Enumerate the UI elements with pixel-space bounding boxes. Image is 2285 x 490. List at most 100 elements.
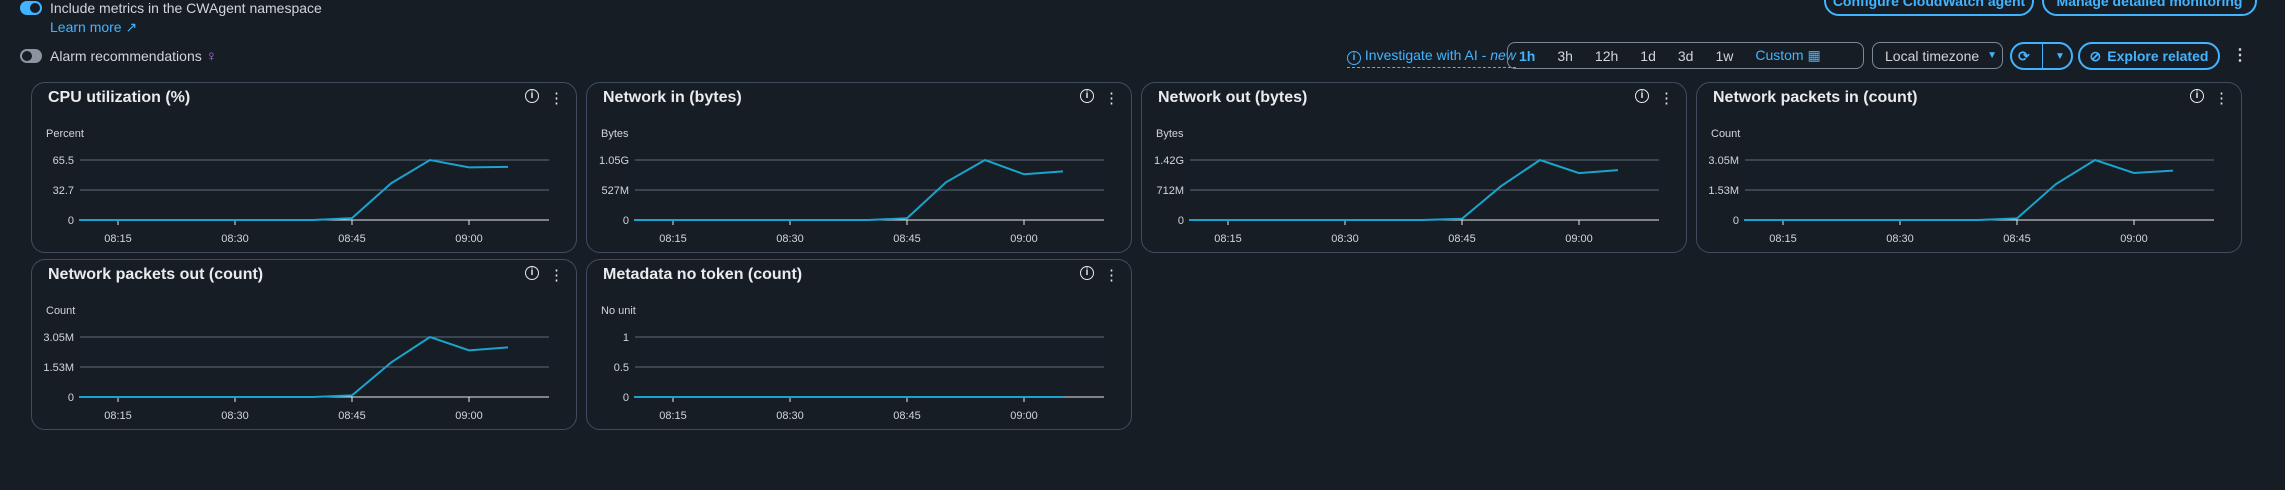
x-tick-label: 09:00 xyxy=(1565,233,1593,245)
widget-menu-icon[interactable]: ⋮ xyxy=(1659,90,1674,107)
x-tick-label: 08:30 xyxy=(221,233,249,245)
y-axis-unit: Count xyxy=(46,305,76,317)
range-custom[interactable]: Custom ▦ xyxy=(1744,47,1831,64)
investigate-text: Investigate with AI - xyxy=(1364,47,1491,63)
series-line xyxy=(634,158,1064,221)
y-tick-label: 527M xyxy=(601,185,629,197)
y-tick-label: 1.53M xyxy=(1708,185,1739,197)
x-tick-label: 08:30 xyxy=(1886,233,1914,245)
y-tick-label: 3.05M xyxy=(1708,155,1739,167)
manage-detailed-monitoring-button[interactable]: Manage detailed monitoring xyxy=(2042,0,2257,16)
x-tick-label: 08:15 xyxy=(1214,233,1242,245)
range-3h[interactable]: 3h xyxy=(1557,47,1573,64)
more-options-icon[interactable]: ⋮ xyxy=(2232,47,2248,64)
info-icon[interactable]: i xyxy=(1080,89,1094,103)
x-tick-label: 08:45 xyxy=(2003,233,2031,245)
investigate-ai-link[interactable]: i Investigate with AI - new xyxy=(1347,47,1516,68)
range-12h[interactable]: 12h xyxy=(1594,47,1619,64)
line-chart: 0 1.53M 3.05M 08:15 08:30 08:45 09:00 xyxy=(1708,155,2214,245)
lightbulb-icon: ♀ xyxy=(205,47,217,65)
metric-widget: Network packets out (count) i ⋮ Count 0 1.5… xyxy=(31,259,577,430)
range-1h[interactable]: 1h xyxy=(1519,47,1536,64)
x-tick-label: 08:15 xyxy=(659,410,687,422)
series-line xyxy=(79,158,509,221)
line-chart: 0 712M 1.42G 08:15 08:30 08:45 09:00 xyxy=(1154,155,1659,245)
series-line xyxy=(1744,158,2174,221)
x-tick-label: 09:00 xyxy=(2120,233,2148,245)
x-tick-label: 08:30 xyxy=(1331,233,1359,245)
range-1w[interactable]: 1w xyxy=(1715,47,1734,64)
y-axis-unit: Bytes xyxy=(601,128,629,140)
metric-widget: Network packets in (count) i ⋮ Count 0 1.53… xyxy=(1696,82,2242,253)
y-tick-label: 712M xyxy=(1156,185,1184,197)
y-axis-unit: Count xyxy=(1711,128,1741,140)
x-tick-label: 09:00 xyxy=(1010,233,1038,245)
custom-text: Custom xyxy=(1755,47,1804,63)
widget-title: Network packets out (count) xyxy=(48,266,264,283)
learn-more-text: Learn more xyxy=(50,19,122,35)
x-tick-label: 08:45 xyxy=(893,233,921,245)
refresh-button-group: ⟳ ▼ xyxy=(2010,42,2073,70)
metric-widget: Metadata no token (count) i ⋮ No unit 0 0.5… xyxy=(586,259,1132,430)
widget-title: CPU utilization (%) xyxy=(48,89,191,106)
time-range-selector: 1h 3h 12h 1d 3d 1w Custom ▦ xyxy=(1507,42,1864,69)
series-line xyxy=(1189,158,1619,221)
timezone-select[interactable]: Local timezone ▼ xyxy=(1872,42,2003,69)
series-line xyxy=(79,335,509,398)
y-tick-label: 1.05G xyxy=(599,155,629,167)
line-chart: 0 32.7 65.5 08:15 08:30 08:45 09:00 xyxy=(53,155,549,245)
range-3d[interactable]: 3d xyxy=(1677,47,1694,64)
info-icon[interactable]: i xyxy=(1080,266,1094,280)
external-link-icon: ↗ xyxy=(125,19,138,35)
line-chart: 0 0.5 1 08:15 08:30 08:45 09:00 xyxy=(614,332,1104,422)
cwagent-namespace-toggle[interactable] xyxy=(20,1,42,15)
x-tick-label: 08:15 xyxy=(1769,233,1797,245)
y-tick-label: 0 xyxy=(68,392,74,404)
y-axis-unit: Bytes xyxy=(1156,128,1184,140)
widget-menu-icon[interactable]: ⋮ xyxy=(1104,267,1119,284)
explore-text: Explore related xyxy=(2107,48,2209,64)
namespace-label: Include metrics in the CWAgent namespace xyxy=(50,0,322,16)
info-icon[interactable]: i xyxy=(525,89,539,103)
x-tick-label: 08:30 xyxy=(776,233,804,245)
info-icon: i xyxy=(1347,51,1361,65)
alarm-recommendations-label: Alarm recommendations xyxy=(50,48,202,64)
y-axis-unit: No unit xyxy=(601,305,636,317)
explore-related-button[interactable]: ⊘ Explore related xyxy=(2078,42,2220,70)
namespace-row: Include metrics in the CWAgent namespace xyxy=(20,0,322,16)
x-tick-label: 09:00 xyxy=(455,410,483,422)
line-chart: 0 1.53M 3.05M 08:15 08:30 08:45 09:00 xyxy=(43,332,549,422)
widget-menu-icon[interactable]: ⋮ xyxy=(2214,90,2229,107)
caret-down-icon: ▼ xyxy=(1987,50,1998,61)
divider xyxy=(2041,43,2043,69)
metric-widget: CPU utilization (%) i ⋮ Percent 0 32.7 65.5 0… xyxy=(31,82,577,253)
range-1d[interactable]: 1d xyxy=(1640,47,1656,64)
widget-menu-icon[interactable]: ⋮ xyxy=(549,267,564,284)
info-icon[interactable]: i xyxy=(2190,89,2204,103)
x-tick-label: 08:45 xyxy=(893,410,921,422)
y-tick-label: 0.5 xyxy=(614,362,629,374)
x-tick-label: 08:15 xyxy=(659,233,687,245)
compass-icon: ⊘ xyxy=(2089,47,2102,64)
widget-title: Metadata no token (count) xyxy=(603,266,803,283)
x-tick-label: 08:30 xyxy=(221,410,249,422)
y-tick-label: 0 xyxy=(68,215,74,227)
y-tick-label: 32.7 xyxy=(53,185,74,197)
metric-widget: Network out (bytes) i ⋮ Bytes 0 712M 1.42G 08… xyxy=(1141,82,1687,253)
y-tick-label: 65.5 xyxy=(53,155,74,167)
y-tick-label: 1 xyxy=(623,332,629,344)
alarm-recommendations-toggle[interactable] xyxy=(20,49,42,63)
y-tick-label: 0 xyxy=(1178,215,1184,227)
learn-more-link[interactable]: Learn more ↗ xyxy=(50,19,137,35)
y-tick-label: 0 xyxy=(623,215,629,227)
widget-menu-icon[interactable]: ⋮ xyxy=(549,90,564,107)
alarm-recommendations-row: Alarm recommendations ♀ xyxy=(20,47,217,65)
metric-widget: Network in (bytes) i ⋮ Bytes 0 527M 1.05G 08:… xyxy=(586,82,1132,253)
refresh-icon[interactable]: ⟳ xyxy=(2018,47,2030,64)
info-icon[interactable]: i xyxy=(1635,89,1649,103)
configure-cloudwatch-agent-button[interactable]: Configure CloudWatch agent xyxy=(1824,0,2034,16)
info-icon[interactable]: i xyxy=(525,266,539,280)
widget-menu-icon[interactable]: ⋮ xyxy=(1104,90,1119,107)
y-tick-label: 1.53M xyxy=(43,362,74,374)
refresh-options-icon[interactable]: ▼ xyxy=(2055,50,2065,62)
